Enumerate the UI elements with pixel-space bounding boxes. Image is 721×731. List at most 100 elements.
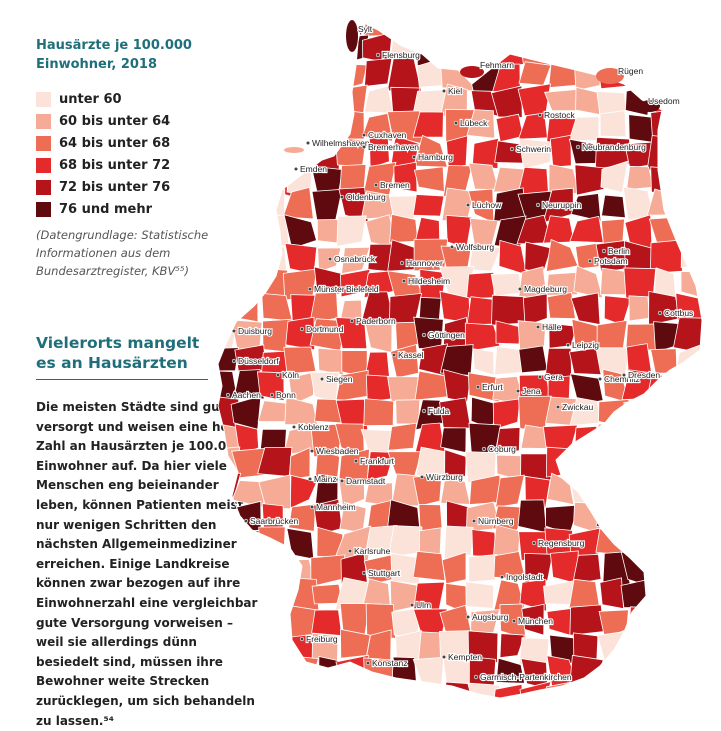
- city-label: Aachen: [232, 390, 261, 400]
- city-label: Cottbus: [664, 308, 693, 318]
- district-tile: [678, 630, 708, 663]
- city-label: Schwerin: [516, 144, 551, 154]
- district-tile: [234, 687, 260, 710]
- city-dot: [538, 375, 542, 379]
- district-tile: [417, 32, 447, 66]
- city-label: Hildesheim: [408, 276, 450, 286]
- district-tile: [624, 400, 654, 427]
- city-label: Göttingen: [428, 330, 465, 340]
- district-tile: [289, 683, 314, 710]
- city-dot: [350, 319, 354, 323]
- city-dot: [516, 389, 520, 393]
- city-label: Bremerhaven: [368, 142, 419, 152]
- district-tile: [387, 686, 419, 710]
- district-tile: [569, 579, 600, 608]
- district-tile: [388, 423, 416, 450]
- city-dot: [482, 447, 486, 451]
- district-tile: [414, 167, 444, 192]
- city-label: Kempten: [448, 652, 482, 662]
- district-tile: [597, 321, 627, 352]
- district-tile: [681, 272, 709, 299]
- district-tile: [649, 686, 678, 710]
- district-tile: [596, 424, 627, 453]
- district-tile: [261, 556, 293, 579]
- district-tile: [704, 604, 721, 635]
- district-tile: [629, 32, 653, 63]
- district-tile: [705, 324, 721, 353]
- district-tile: [260, 215, 289, 247]
- district-tile: [473, 349, 494, 376]
- city-dot: [310, 449, 314, 453]
- district-tile: [701, 293, 721, 325]
- district-tile: [413, 195, 444, 217]
- city-dot: [450, 245, 454, 249]
- district-tile: [389, 14, 419, 38]
- city-label: Osnabrück: [334, 254, 376, 264]
- district-tile: [315, 83, 343, 115]
- district-tile: [651, 59, 675, 88]
- district-tile: [239, 605, 261, 637]
- city-dot: [410, 603, 414, 607]
- district-tile: [211, 292, 233, 326]
- district-tile: [570, 605, 604, 635]
- district-tile: [521, 10, 552, 40]
- district-tile: [314, 62, 343, 93]
- legend-item: 64 bis unter 68: [36, 132, 170, 154]
- district-tile: [574, 683, 601, 710]
- city-label: Hamburg: [418, 152, 453, 162]
- district-tile: [700, 187, 721, 219]
- district-tile: [364, 162, 396, 195]
- city-label: Münster: [314, 284, 345, 294]
- district-tile: [627, 656, 652, 690]
- district-tile: [211, 89, 241, 112]
- district-tile: [705, 639, 721, 663]
- city-dot: [420, 475, 424, 479]
- legend-swatch: [36, 180, 51, 195]
- district-tile: [210, 241, 239, 273]
- district-tile: [444, 526, 473, 559]
- city-label: Jena: [522, 386, 541, 396]
- district-tile: [210, 629, 237, 665]
- district-tile: [341, 629, 371, 658]
- district-tile: [650, 474, 681, 506]
- district-tile: [290, 90, 319, 118]
- city-dot: [402, 279, 406, 283]
- city-dot: [622, 373, 626, 377]
- district-tile: [283, 109, 315, 144]
- legend-swatch: [36, 158, 51, 173]
- city-label: Dresden: [628, 370, 660, 380]
- legend-label: 76 und mehr: [59, 202, 152, 217]
- district-tile: [547, 473, 574, 504]
- district-tile: [210, 10, 238, 38]
- district-tile: [310, 686, 342, 710]
- district-tile: [236, 12, 263, 38]
- district-tile: [238, 111, 267, 144]
- district-tile: [467, 272, 494, 298]
- city-dot: [392, 353, 396, 357]
- district-tile: [703, 529, 721, 560]
- district-tile: [571, 293, 600, 325]
- district-tile: [652, 424, 681, 455]
- city-dot: [466, 615, 470, 619]
- district-tile: [210, 33, 238, 62]
- city-dot: [658, 311, 662, 315]
- city-dot: [454, 121, 458, 125]
- district-tile: [364, 86, 393, 113]
- district-tile: [310, 10, 345, 40]
- district-tile: [263, 631, 291, 661]
- district-tile: [213, 58, 240, 91]
- legend-item: 72 bis unter 76: [36, 176, 170, 198]
- city-label: Siegen: [326, 374, 353, 384]
- district-tile: [624, 424, 653, 457]
- city-label: Leipzig: [572, 340, 599, 350]
- city-dot: [362, 145, 366, 149]
- city-label: Gera: [544, 372, 563, 382]
- district-tile: [704, 168, 721, 195]
- island-shape: [346, 20, 358, 52]
- district-tile: [258, 60, 293, 86]
- district-tile: [675, 557, 706, 583]
- city-label: Flensburg: [382, 50, 420, 60]
- district-tile: [287, 528, 314, 559]
- city-dot: [518, 287, 522, 291]
